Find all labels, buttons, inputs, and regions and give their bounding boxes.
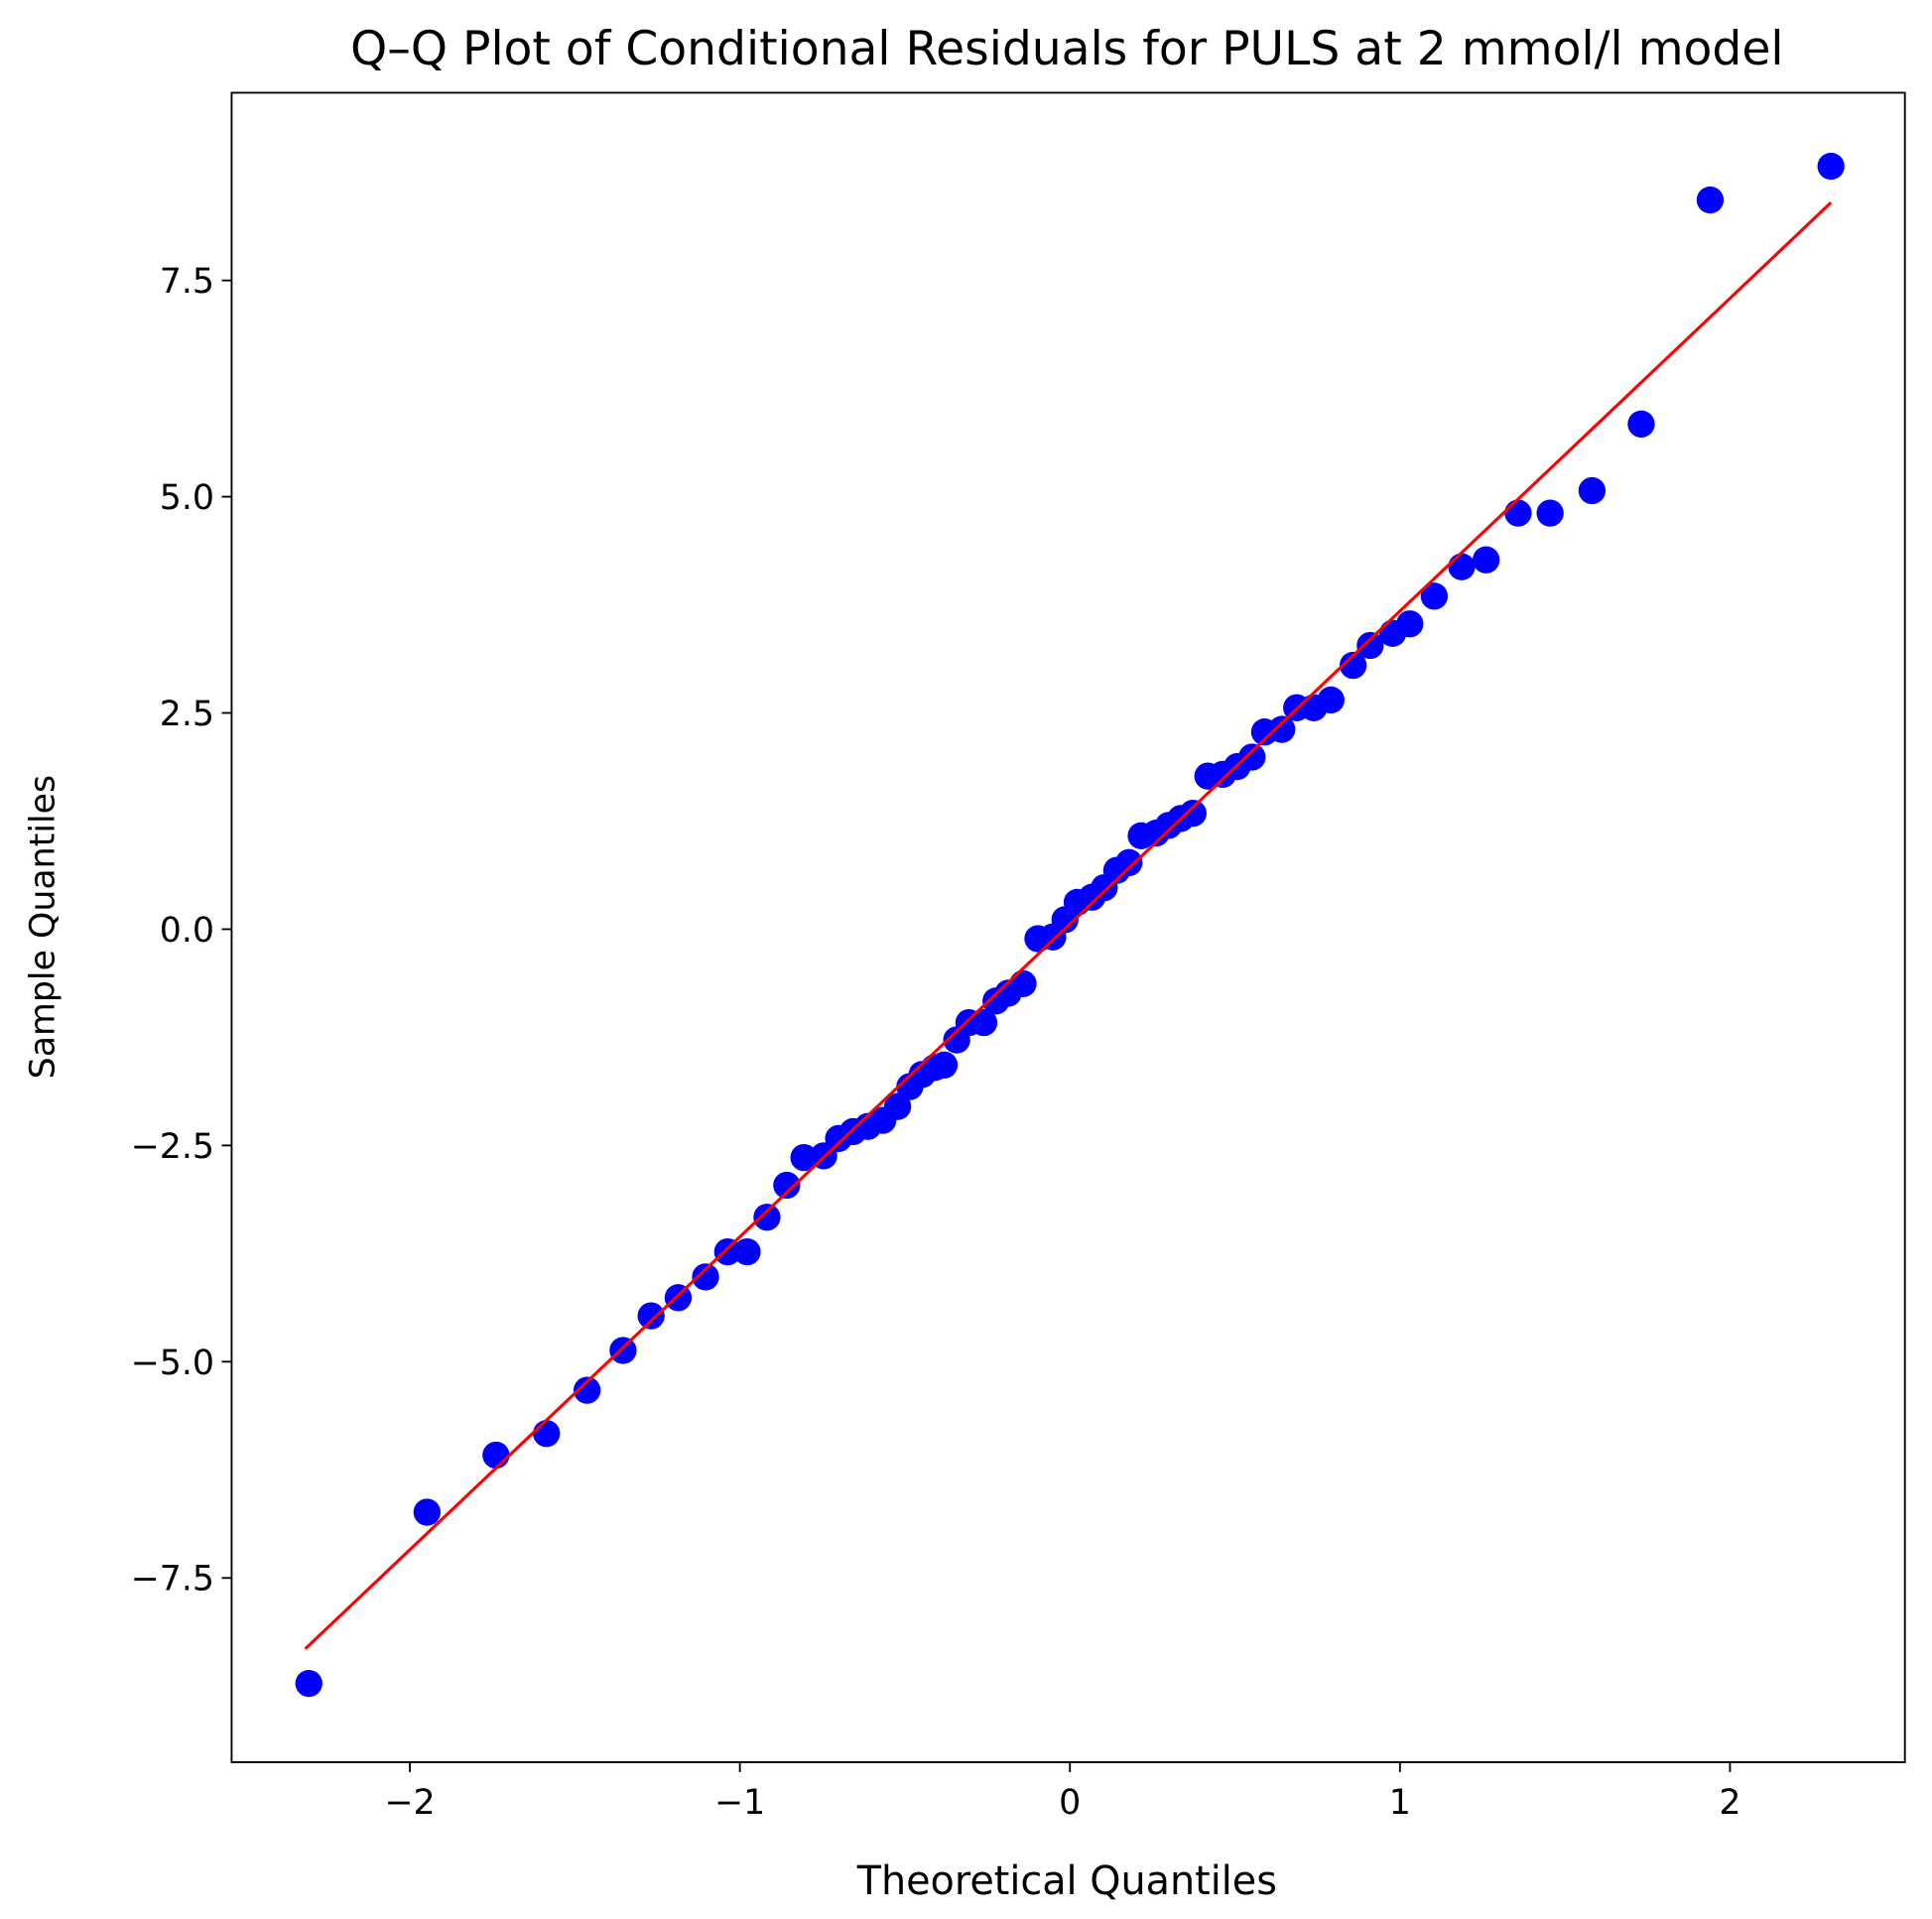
point <box>790 1143 818 1172</box>
point <box>1268 715 1296 743</box>
reference-line <box>304 201 1833 1650</box>
y-tick-label: 2.5 <box>160 695 214 734</box>
point <box>637 1302 665 1330</box>
point <box>883 1092 912 1120</box>
point <box>609 1337 637 1364</box>
point <box>1396 610 1424 638</box>
point <box>1317 686 1345 714</box>
y-tick-label: 0.0 <box>160 911 214 951</box>
y-tick-label: −5.0 <box>131 1343 214 1383</box>
y-tick-label: 7.5 <box>160 262 214 302</box>
x-tick-label: −1 <box>714 1783 765 1823</box>
point <box>773 1171 801 1200</box>
plot-frame <box>230 91 1906 1763</box>
x-tick-label: −2 <box>384 1783 435 1823</box>
point <box>1009 969 1037 998</box>
point <box>1179 799 1207 828</box>
point <box>1536 499 1564 527</box>
point <box>1472 546 1500 574</box>
point <box>1238 743 1266 771</box>
point <box>1115 848 1143 876</box>
point <box>413 1498 441 1526</box>
point <box>1339 651 1367 680</box>
chart-title: Q–Q Plot of Conditional Residuals for PU… <box>350 22 1783 76</box>
point <box>482 1441 510 1470</box>
x-tick-label: 1 <box>1389 1783 1411 1823</box>
point <box>692 1263 719 1291</box>
x-tick-label: 2 <box>1719 1783 1740 1823</box>
point <box>1448 553 1476 580</box>
x-axis-label: Theoretical Quantiles <box>856 1858 1277 1904</box>
point <box>1696 186 1725 214</box>
point <box>930 1051 959 1079</box>
point <box>1817 152 1845 181</box>
point <box>969 1008 998 1037</box>
point <box>1504 499 1532 527</box>
y-tick-label: −7.5 <box>131 1560 214 1599</box>
point <box>1356 631 1384 660</box>
point <box>733 1237 761 1266</box>
point <box>573 1376 601 1404</box>
point <box>1578 476 1607 505</box>
point <box>1420 582 1449 610</box>
y-tick-label: −2.5 <box>131 1127 214 1167</box>
y-axis-label: Sample Quantiles <box>24 775 64 1079</box>
y-tick-label: 5.0 <box>160 478 214 518</box>
point <box>295 1669 322 1698</box>
point <box>1627 410 1655 439</box>
x-tick-label: 0 <box>1059 1783 1081 1823</box>
point <box>713 1237 741 1266</box>
point <box>533 1420 561 1448</box>
point <box>753 1204 781 1231</box>
